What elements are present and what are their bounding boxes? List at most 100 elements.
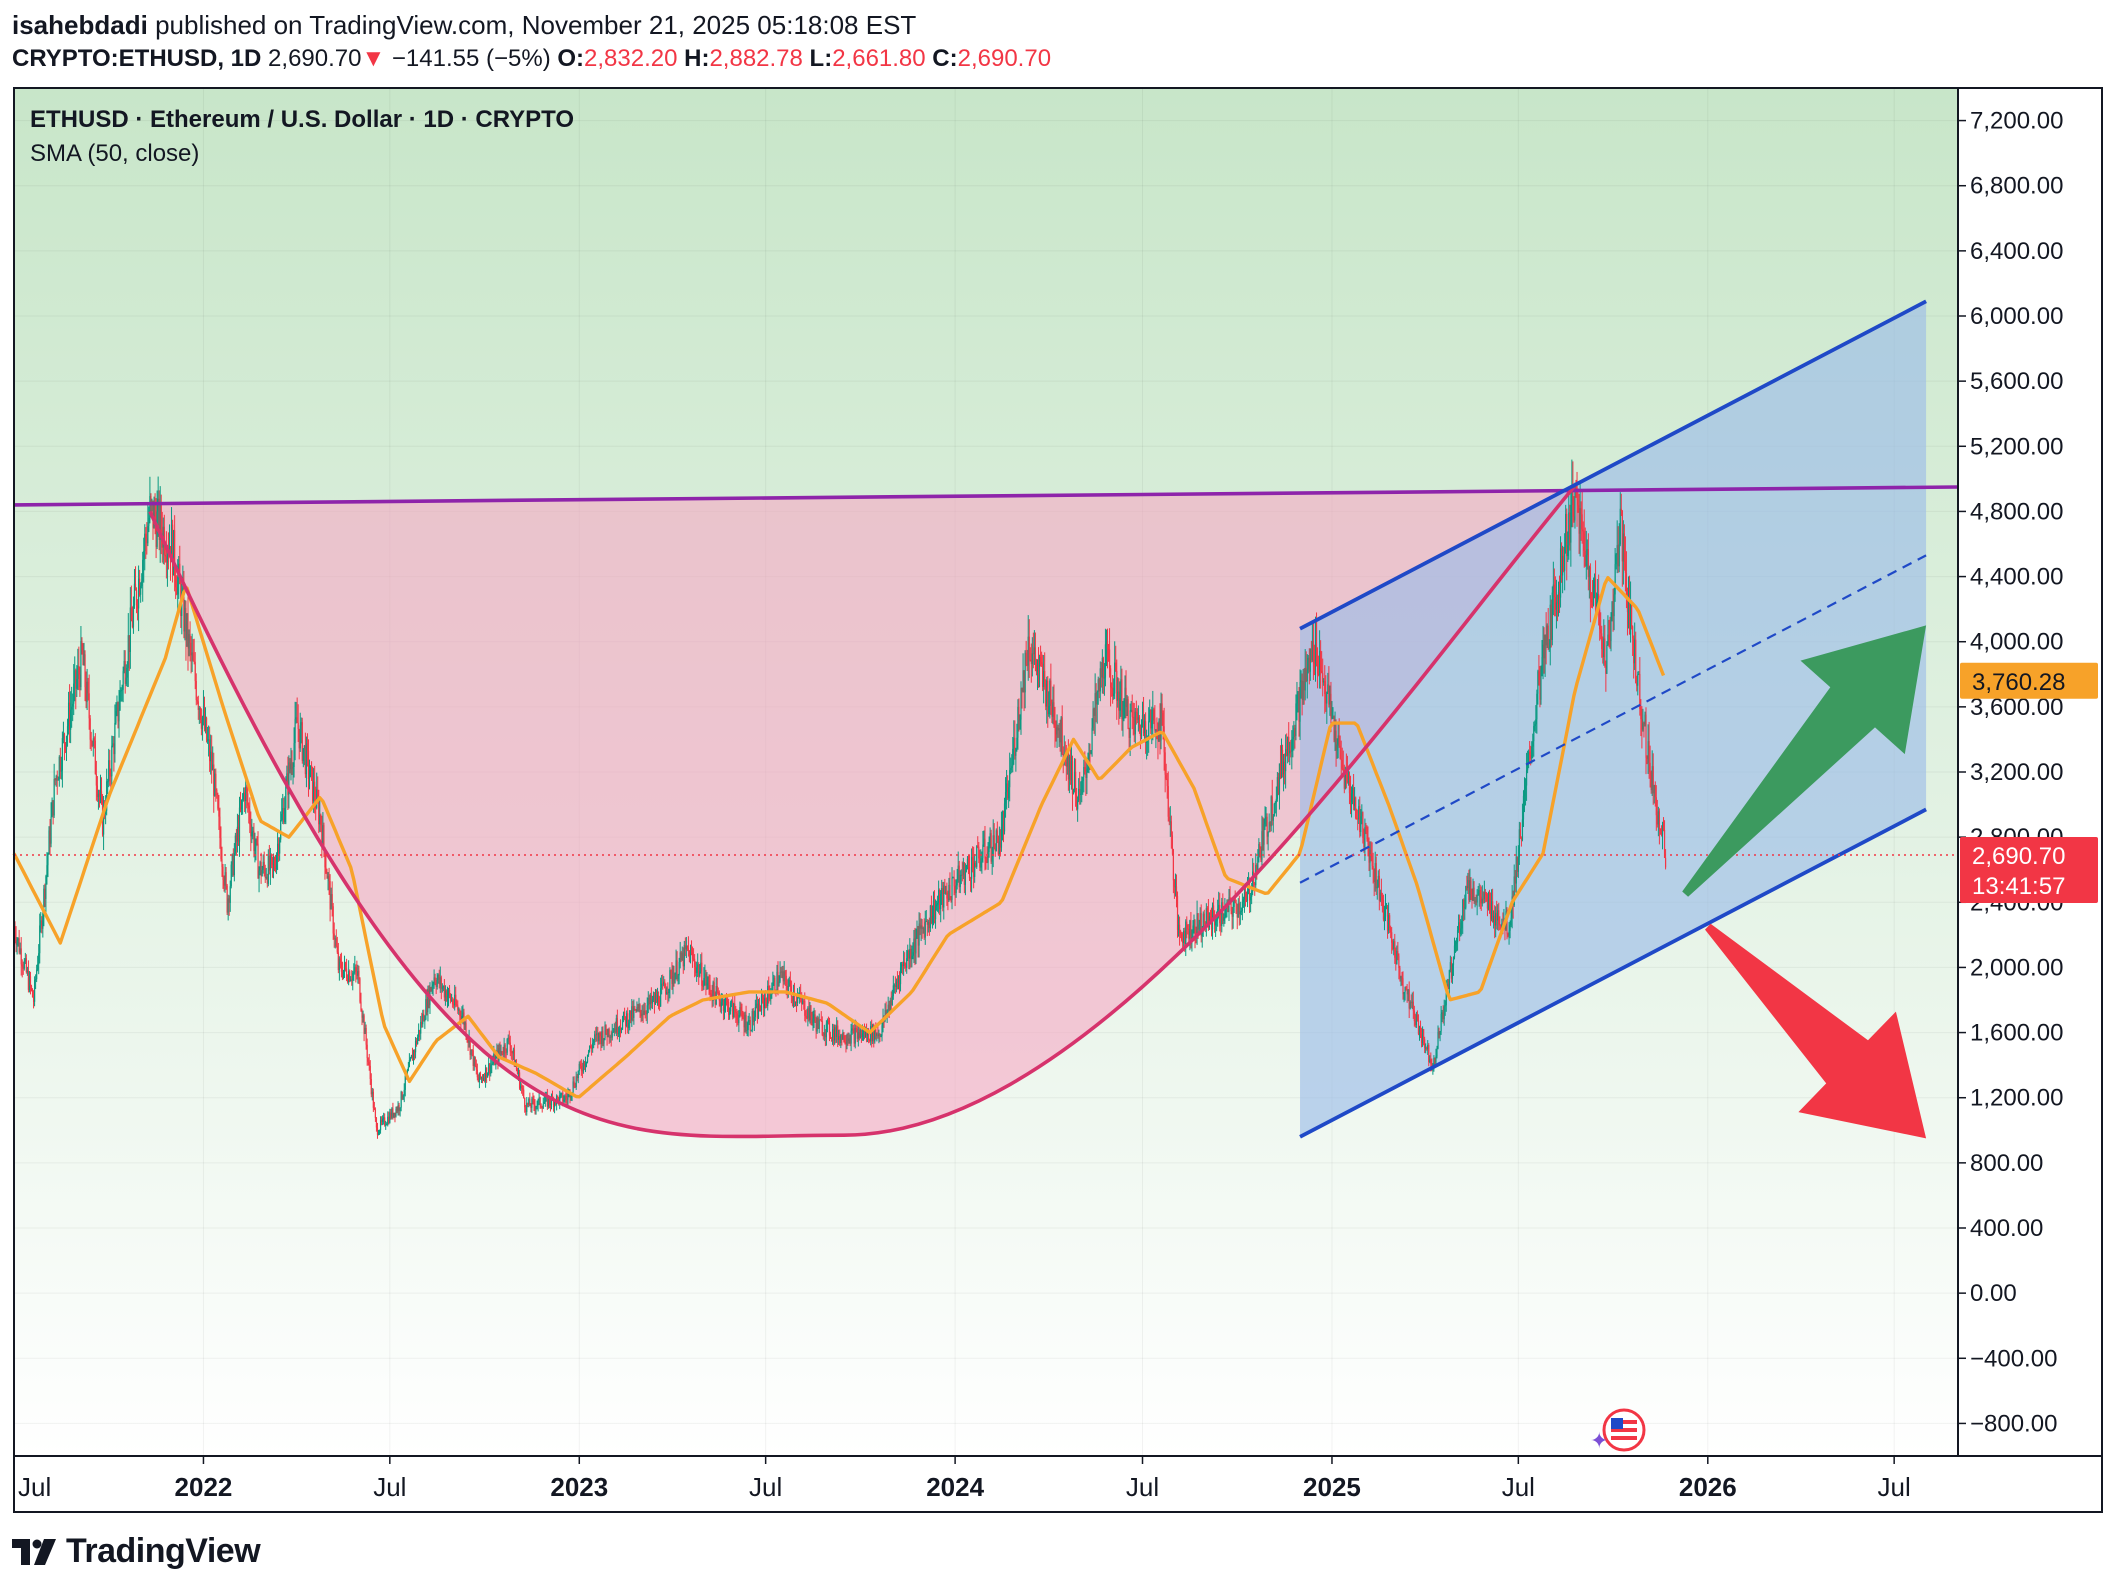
candle-body (789, 979, 791, 987)
price-axis-label: 0.00 (1970, 1280, 2017, 1307)
candle-body (695, 966, 697, 974)
price-axis[interactable]: 7,200.006,800.006,400.006,000.005,600.00… (1958, 108, 2063, 1438)
candle-body (95, 774, 97, 786)
candle-body (111, 745, 113, 777)
candle-body (222, 866, 224, 880)
candle-body (700, 962, 702, 972)
candle-body (1532, 741, 1534, 747)
candle-body (135, 590, 138, 606)
candle-body (603, 1038, 605, 1044)
sparkle-icon[interactable]: ✦ (1590, 1429, 1608, 1454)
resistance-line[interactable] (13, 485, 1959, 507)
candle-body (188, 634, 190, 649)
candle-body (59, 756, 61, 772)
candle-body (373, 1107, 375, 1110)
candle-body (561, 1092, 563, 1094)
candle-body (1242, 899, 1245, 902)
candle-body (575, 1076, 577, 1088)
candle-body (1372, 866, 1374, 870)
candle-body (537, 1099, 539, 1106)
time-axis[interactable]: Jul 2022 Jul 2023 Jul 2024 Jul 2025 Jul 2026 Jul (13, 1456, 1911, 1502)
candle-body (1271, 796, 1273, 821)
candle-body (1620, 508, 1622, 511)
candle-body (757, 1003, 760, 1019)
candle-body (1480, 896, 1482, 904)
candle-body (507, 1037, 509, 1039)
candle-body (715, 986, 717, 1005)
candle-body (517, 1072, 520, 1074)
bullish-arrow[interactable] (1682, 625, 1927, 897)
candle-body (107, 781, 109, 783)
candle-body (732, 1000, 734, 1018)
candle-body (427, 989, 429, 1013)
candle-body (1610, 619, 1612, 642)
candle-body (740, 1007, 742, 1011)
candle-body (205, 717, 208, 741)
candle-body (901, 964, 904, 967)
candle-body (435, 983, 437, 987)
us-flag-event-icon[interactable] (1602, 1408, 1646, 1452)
candle-body (108, 760, 110, 782)
candle-body (14, 926, 16, 938)
candle-body (621, 1019, 624, 1030)
candle-body (184, 608, 186, 632)
candle-body (87, 681, 89, 694)
candle-body (979, 858, 981, 868)
candle-body (120, 690, 122, 692)
candle-body (1296, 694, 1298, 704)
candle-body (203, 709, 206, 729)
candle-body (1067, 752, 1069, 780)
channel-upper-line[interactable] (1299, 299, 1927, 631)
candle-body (858, 1032, 860, 1038)
candle-body (541, 1107, 543, 1109)
author-name[interactable]: isahebdadi (12, 10, 148, 40)
candle-body (904, 962, 906, 966)
candle-body (1003, 803, 1006, 832)
candle-body (1011, 766, 1013, 769)
candle-body (1105, 641, 1108, 645)
bearish-arrow[interactable] (1705, 923, 1927, 1139)
candle-body (260, 862, 262, 876)
candle-body (1363, 837, 1365, 848)
candle-body (77, 665, 79, 680)
candle-body (981, 858, 983, 862)
candle-body (1548, 647, 1550, 649)
candle-body (731, 1000, 733, 1003)
candle-body (133, 583, 136, 606)
sma-legend[interactable]: SMA (50, close) (30, 140, 200, 167)
candle-body (1004, 792, 1007, 804)
candle-body (614, 1028, 616, 1033)
series-legend-title[interactable]: ETHUSD · Ethereum / U.S. Dollar · 1D · C… (30, 106, 575, 133)
candle-body (532, 1098, 534, 1100)
candle-body (281, 813, 283, 820)
candle-body (88, 693, 90, 719)
candle-body (1155, 729, 1157, 731)
candle-body (24, 958, 26, 962)
candle-body (216, 790, 218, 796)
cup-curve[interactable] (148, 485, 1576, 1139)
tradingview-logo[interactable]: TradingView (12, 1532, 261, 1571)
candle-body (585, 1061, 588, 1064)
candle-body (1486, 894, 1489, 909)
candle-body (777, 971, 779, 986)
candle-body (358, 971, 360, 979)
candle-body (1094, 693, 1096, 716)
candle-body (504, 1044, 506, 1053)
candle-body (1267, 832, 1269, 837)
candle-body (641, 1013, 643, 1017)
candle-body (479, 1072, 482, 1079)
candle-body (415, 1040, 418, 1045)
candle-body (1495, 912, 1497, 926)
candle-body (774, 977, 776, 992)
channel-lower-line[interactable] (1299, 807, 1927, 1139)
candle-body (599, 1032, 601, 1036)
candle-body (31, 989, 34, 998)
candle-body (18, 938, 20, 953)
candle-body (1181, 933, 1183, 941)
candle-body (258, 870, 260, 879)
candle-body (246, 786, 248, 794)
candle-body (604, 1025, 606, 1039)
candle-body (512, 1049, 514, 1054)
